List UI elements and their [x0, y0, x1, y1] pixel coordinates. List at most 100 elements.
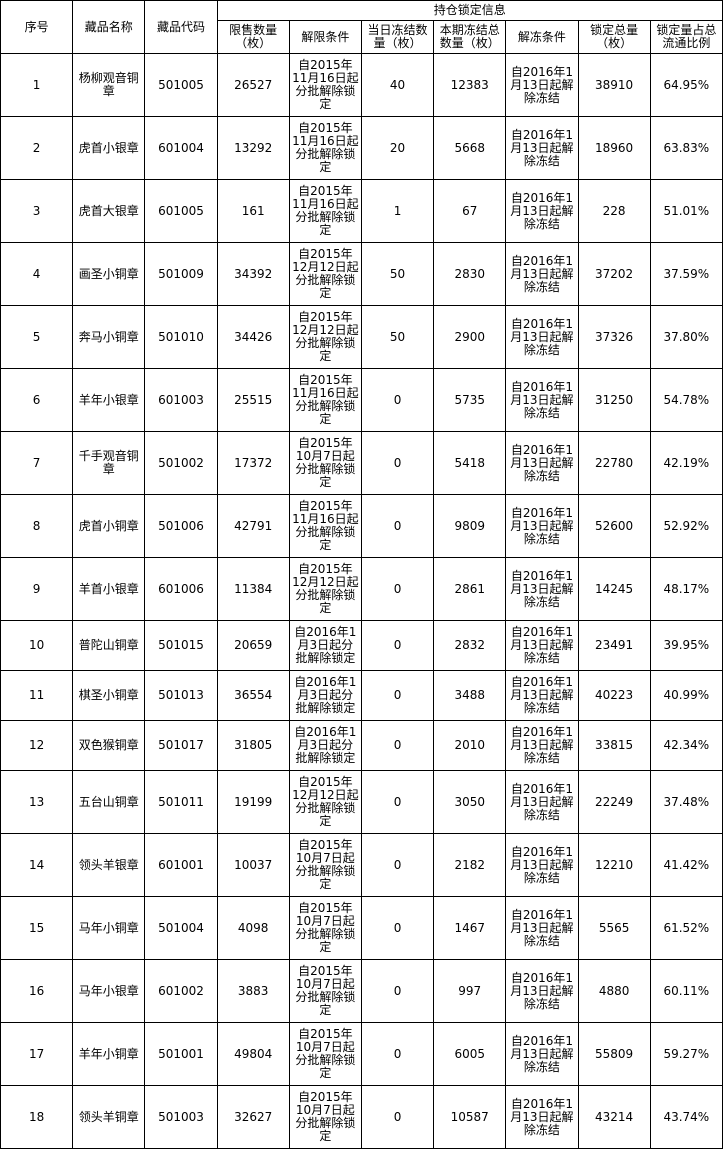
column-header-unlock-condition: 解限条件 [288, 20, 362, 54]
cell-frozen-today: 50 [360, 242, 435, 306]
cell-code: 601003 [144, 368, 218, 432]
cell-restricted-qty: 34426 [216, 305, 290, 369]
cell-name: 千手观音铜 章 [72, 431, 146, 495]
cell-unlock-condition: 自2015年 10月7日起 分批解除锁 定 [288, 959, 362, 1023]
cell-restricted-qty: 4098 [216, 896, 290, 960]
column-header-locked-total: 锁定总量 （枚） [577, 20, 651, 54]
cell-locked-total: 52600 [577, 494, 651, 558]
cell-frozen-today: 0 [360, 959, 435, 1023]
cell-frozen-today: 0 [360, 620, 435, 671]
cell-frozen-total: 5735 [433, 368, 507, 432]
cell-frozen-today: 0 [360, 670, 435, 721]
cell-index: 3 [0, 179, 74, 243]
cell-restricted-qty: 36554 [216, 670, 290, 721]
cell-code: 601002 [144, 959, 218, 1023]
cell-unlock-condition: 自2016年1 月3日起分 批解除锁定 [288, 720, 362, 771]
cell-frozen-today: 0 [360, 720, 435, 771]
cell-locked-total: 23491 [577, 620, 651, 671]
cell-code: 601006 [144, 557, 218, 621]
column-header-code: 藏品代码 [144, 0, 218, 54]
cell-name: 画圣小铜章 [72, 242, 146, 306]
cell-restricted-qty: 49804 [216, 1022, 290, 1086]
cell-locked-total: 55809 [577, 1022, 651, 1086]
cell-lock-ratio: 64.95% [649, 53, 723, 117]
cell-frozen-total: 2832 [433, 620, 507, 671]
cell-code: 501003 [144, 1085, 218, 1149]
table-row: 10 普陀山铜章 501015 20659 自2016年1 月3日起分 批解除锁定 0 28… [0, 620, 723, 671]
cell-name: 棋圣小铜章 [72, 670, 146, 721]
cell-code: 501001 [144, 1022, 218, 1086]
cell-name: 五台山铜章 [72, 770, 146, 834]
cell-frozen-today: 0 [360, 494, 435, 558]
cell-locked-total: 38910 [577, 53, 651, 117]
cell-locked-total: 18960 [577, 116, 651, 180]
cell-index: 8 [0, 494, 74, 558]
cell-code: 501005 [144, 53, 218, 117]
cell-name: 双色猴铜章 [72, 720, 146, 771]
cell-index: 15 [0, 896, 74, 960]
cell-locked-total: 43214 [577, 1085, 651, 1149]
cell-frozen-today: 0 [360, 1022, 435, 1086]
cell-unfreeze-condition: 自2016年1 月13日起解 除冻结 [505, 305, 579, 369]
cell-lock-ratio: 54.78% [649, 368, 723, 432]
cell-locked-total: 228 [577, 179, 651, 243]
cell-unlock-condition: 自2015年 12月12日起 分批解除锁 定 [288, 242, 362, 306]
cell-unfreeze-condition: 自2016年1 月13日起解 除冻结 [505, 242, 579, 306]
cell-lock-ratio: 59.27% [649, 1022, 723, 1086]
cell-index: 10 [0, 620, 74, 671]
cell-code: 501009 [144, 242, 218, 306]
cell-unlock-condition: 自2015年 11月16日起 分批解除锁 定 [288, 368, 362, 432]
cell-index: 1 [0, 53, 74, 117]
cell-name: 羊年小铜章 [72, 1022, 146, 1086]
cell-name: 虎首大银章 [72, 179, 146, 243]
header-row-top: 序号 藏品名称 藏品代码 持仓锁定信息 [0, 0, 723, 54]
cell-frozen-today: 1 [360, 179, 435, 243]
cell-restricted-qty: 20659 [216, 620, 290, 671]
cell-locked-total: 37326 [577, 305, 651, 369]
column-header-frozen-total: 本期冻结总 数量（枚） [433, 20, 507, 54]
cell-index: 13 [0, 770, 74, 834]
cell-frozen-total: 12383 [433, 53, 507, 117]
cell-frozen-total: 2830 [433, 242, 507, 306]
cell-frozen-today: 0 [360, 770, 435, 834]
cell-unfreeze-condition: 自2016年1 月13日起解 除冻结 [505, 833, 579, 897]
cell-locked-total: 40223 [577, 670, 651, 721]
cell-unlock-condition: 自2015年 11月16日起 分批解除锁 定 [288, 116, 362, 180]
cell-frozen-total: 3488 [433, 670, 507, 721]
cell-code: 501004 [144, 896, 218, 960]
cell-lock-ratio: 42.19% [649, 431, 723, 495]
cell-locked-total: 22780 [577, 431, 651, 495]
cell-code: 601001 [144, 833, 218, 897]
cell-restricted-qty: 11384 [216, 557, 290, 621]
table-header: 序号 藏品名称 藏品代码 持仓锁定信息 限售数量 （枚） 解限条件 当日冻结数 … [0, 0, 723, 54]
cell-restricted-qty: 19199 [216, 770, 290, 834]
cell-unfreeze-condition: 自2016年1 月13日起解 除冻结 [505, 959, 579, 1023]
column-header-lock-ratio: 锁定量占总 流通比例 [649, 20, 723, 54]
cell-code: 501002 [144, 431, 218, 495]
cell-restricted-qty: 25515 [216, 368, 290, 432]
table-row: 3 虎首大银章 601005 161 自2015年 11月16日起 分批解除锁 定 1 67… [0, 179, 723, 243]
cell-lock-ratio: 63.83% [649, 116, 723, 180]
column-header-index: 序号 [0, 0, 74, 54]
cell-frozen-total: 6005 [433, 1022, 507, 1086]
cell-name: 马年小铜章 [72, 896, 146, 960]
cell-lock-ratio: 48.17% [649, 557, 723, 621]
cell-locked-total: 5565 [577, 896, 651, 960]
cell-unfreeze-condition: 自2016年1 月13日起解 除冻结 [505, 770, 579, 834]
cell-unlock-condition: 自2015年 10月7日起 分批解除锁 定 [288, 896, 362, 960]
table-row: 7 千手观音铜 章 501002 17372 自2015年 10月7日起 分批解除锁 定… [0, 431, 723, 495]
cell-index: 16 [0, 959, 74, 1023]
cell-frozen-total: 5668 [433, 116, 507, 180]
cell-unlock-condition: 自2015年 11月16日起 分批解除锁 定 [288, 53, 362, 117]
table-body: 1 杨柳观音铜 章 501005 26527 自2015年 11月16日起 分批解除锁 … [0, 53, 723, 1149]
cell-unfreeze-condition: 自2016年1 月13日起解 除冻结 [505, 720, 579, 771]
header-row-sub: 限售数量 （枚） 解限条件 当日冻结数 量（枚） 本期冻结总 数量（枚） 解冻条… [1, 20, 723, 54]
cell-lock-ratio: 43.74% [649, 1085, 723, 1149]
cell-unfreeze-condition: 自2016年1 月13日起解 除冻结 [505, 116, 579, 180]
cell-frozen-today: 50 [360, 305, 435, 369]
